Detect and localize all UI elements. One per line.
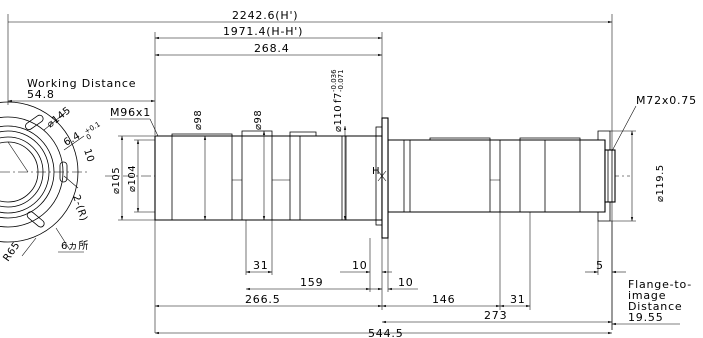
dia-98-b-label: ⌀98 [253, 110, 264, 130]
dim-2r-label: 2-(R) [70, 194, 89, 223]
dia-110-fit-label: f7 [333, 92, 344, 103]
front-view [0, 101, 90, 257]
dim-5-label: 5 [596, 259, 604, 272]
dia-104-label: ⌀104 [127, 165, 138, 192]
dim-31-left-label: 31 [253, 259, 269, 272]
lens-side-profile [105, 105, 637, 239]
working-distance-value: 54.8 [27, 88, 55, 101]
flange-value: 19.55 [628, 311, 664, 324]
dia-145-label: ⌀145 [45, 105, 73, 130]
dim-544-5-label: 544.5 [368, 327, 404, 338]
dia-110-tol-lower: -0.071 [337, 69, 345, 92]
total-length-label: 2242.6(H') [232, 9, 298, 22]
flange-label-line3: Distance [628, 300, 683, 313]
flange-label-line1: Flange-to- [628, 278, 692, 291]
front-thread-label: M96x1 [110, 106, 151, 119]
slot-width-label: 6.4 [62, 130, 83, 148]
slot-10-label: 10 [81, 148, 96, 164]
dim-266-5-label: 266.5 [245, 293, 281, 306]
flange-label-line2: image [628, 289, 666, 302]
length-268-label: 268.4 [254, 42, 290, 55]
rear-thread-label: M72x0.75 [636, 94, 697, 107]
bottom-dimension-lines [154, 212, 680, 335]
dim-159-label: 159 [300, 276, 323, 289]
principal-point-label: H [372, 166, 380, 177]
working-distance-label: Working Distance [27, 77, 136, 90]
dim-31-right-label: 31 [510, 293, 526, 306]
dia-119-5-label: ⌀119.5 [655, 164, 666, 202]
hole-count-label: 6ヵ所 [61, 240, 89, 252]
dim-273-label: 273 [484, 309, 507, 322]
h-minus-h-prime-label: 1971.4(H-H') [223, 25, 303, 38]
dim-146-label: 146 [432, 293, 455, 306]
slot-width-tol2-label: 0 [85, 133, 93, 142]
dia-110-label: ⌀110 [333, 105, 344, 132]
dim-10-left-label: 10 [352, 259, 368, 272]
dia-110-tol-upper: -0.036 [330, 69, 338, 92]
dia-98-a-label: ⌀98 [193, 110, 204, 130]
dim-10-right-label: 10 [398, 276, 414, 289]
dia-105-label: ⌀105 [111, 167, 122, 194]
r65-label: R65 [1, 240, 22, 264]
